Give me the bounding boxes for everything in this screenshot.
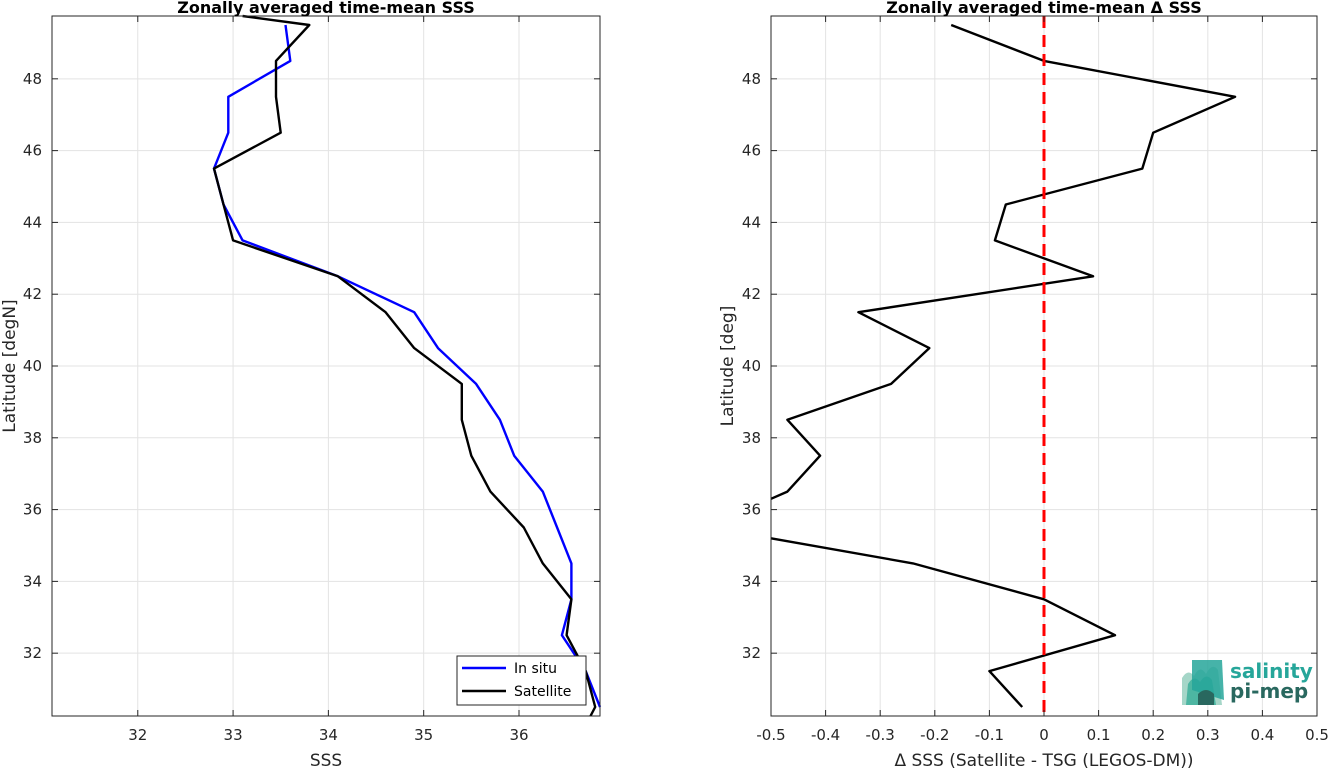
delta-y-tick-label: 42 (742, 285, 761, 303)
delta-y-tick-label: 48 (742, 70, 761, 88)
sss-y-tick-label: 42 (23, 285, 42, 303)
sss-y-tick-label: 32 (23, 644, 42, 662)
delta-x-tick-label: 0.5 (1305, 726, 1329, 744)
delta-x-tick-label: -0.5 (756, 726, 785, 744)
logo-text-salinity: salinity (1230, 659, 1313, 683)
sss-y-tick-label: 38 (23, 429, 42, 447)
delta-y-tick-label: 32 (742, 644, 761, 662)
sss-title: Zonally averaged time-mean SSS (177, 0, 475, 17)
sss-y-tick-label: 44 (23, 213, 42, 231)
sss-x-tick-label: 32 (128, 726, 147, 744)
delta-y-tick-label: 40 (742, 357, 761, 375)
sss-y-tick-label: 36 (23, 501, 42, 519)
legend-label-insitu: In situ (514, 661, 557, 677)
sss-ticks: 32 33 34 35 36 32 34 36 38 40 42 44 46 48 (23, 16, 600, 744)
delta-sss-panel: -0.5 -0.4 -0.3 -0.2 -0.1 0 0.1 0.2 0.3 0.4 0.5 32 34… (718, 0, 1329, 769)
sss-y-axis-label: Latitude [degN] (0, 299, 20, 432)
sss-y-tick-label: 34 (23, 572, 42, 590)
logo-text-pi-mep: pi-mep (1230, 679, 1308, 703)
sss-y-tick-label: 40 (23, 357, 42, 375)
delta-y-tick-label: 44 (742, 213, 761, 231)
delta-x-tick-label: -0.3 (866, 726, 895, 744)
sss-series-line-satellite (212, 14, 597, 717)
delta-x-tick-label: 0.3 (1196, 726, 1220, 744)
sss-y-tick-label: 48 (23, 70, 42, 88)
delta-ticks: -0.5 -0.4 -0.3 -0.2 -0.1 0 0.1 0.2 0.3 0.4 0.5 32 34… (742, 16, 1329, 744)
delta-x-tick-label: 0.4 (1250, 726, 1274, 744)
delta-x-tick-label: -0.2 (920, 726, 949, 744)
delta-y-tick-label: 38 (742, 429, 761, 447)
sss-series (212, 14, 602, 717)
sss-y-tick-label: 46 (23, 142, 42, 160)
delta-x-tick-label: 0.2 (1141, 726, 1165, 744)
delta-x-tick-label: 0.1 (1087, 726, 1111, 744)
delta-series (770, 23, 1237, 708)
sss-x-tick-label: 36 (509, 726, 528, 744)
sss-x-tick-label: 33 (224, 726, 243, 744)
delta-y-axis-label: Latitude [deg] (718, 306, 738, 427)
salinity-pi-mep-logo: salinity pi-mep (1182, 659, 1313, 705)
legend-box (456, 655, 587, 706)
legend-label-satellite: Satellite (514, 684, 571, 700)
delta-series-line-delta-1 (770, 537, 1117, 708)
delta-x-tick-label: -0.1 (975, 726, 1004, 744)
delta-series-line-delta-2 (770, 23, 1237, 500)
sss-x-axis-label: SSS (310, 751, 342, 769)
logo-wave-icon (1182, 660, 1224, 705)
delta-x-tick-label: 0 (1039, 726, 1049, 744)
sss-panel: 32 33 34 35 36 32 34 36 38 40 42 44 46 48 Zonally ave… (0, 0, 602, 769)
legend: In situ Satellite (456, 655, 587, 706)
delta-title: Zonally averaged time-mean Δ SSS (886, 0, 1202, 17)
delta-x-axis-label: Δ SSS (Satellite - TSG (LEGOS-DM)) (894, 751, 1193, 769)
delta-y-tick-label: 36 (742, 501, 761, 519)
sss-series-line-in-situ (212, 24, 602, 708)
delta-y-tick-label: 46 (742, 142, 761, 160)
delta-x-tick-label: -0.4 (811, 726, 840, 744)
sss-x-tick-label: 34 (319, 726, 338, 744)
sss-x-tick-label: 35 (414, 726, 433, 744)
sss-gridlines (52, 16, 600, 716)
delta-y-tick-label: 34 (742, 572, 761, 590)
